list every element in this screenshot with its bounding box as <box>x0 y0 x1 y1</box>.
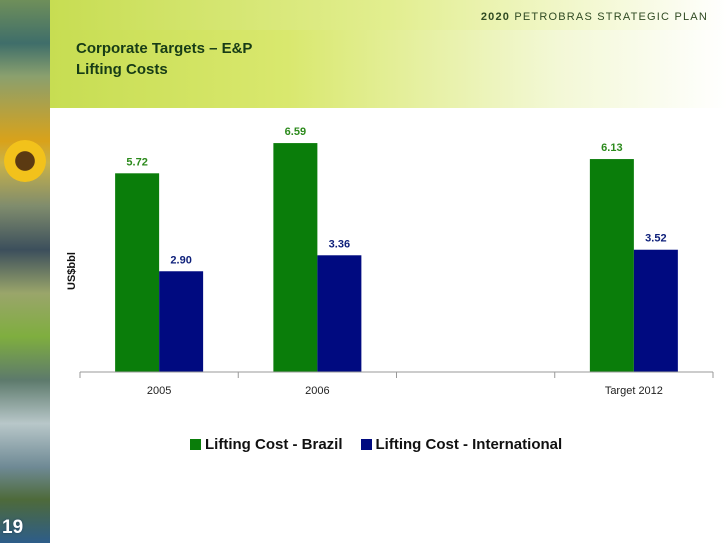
data-label-international: 2.90 <box>170 254 191 266</box>
legend-item-brazil: Lifting Cost - Brazil <box>190 436 343 453</box>
legend: Lifting Cost - Brazil Lifting Cost - Int… <box>190 436 562 453</box>
sunflower-image <box>4 140 46 182</box>
data-label-brazil: 6.13 <box>601 142 622 154</box>
x-tick-label: 2005 <box>147 385 171 397</box>
legend-swatch-international <box>360 439 372 450</box>
data-label-brazil: 5.72 <box>126 156 147 168</box>
slide-title-line1: Corporate Targets – E&P <box>76 40 253 57</box>
bar-brazil <box>273 143 318 372</box>
page-number: 19 <box>2 517 24 538</box>
bar-international <box>317 255 362 372</box>
side-photo-strip <box>0 0 50 543</box>
legend-swatch-brazil <box>190 439 201 450</box>
slide-title-line2: Lifting Costs <box>76 61 168 78</box>
data-label-international: 3.52 <box>645 233 666 245</box>
brand-year: 2020 <box>480 11 511 23</box>
bar-brazil <box>115 173 160 372</box>
brand-text: PETROBRAS STRATEGIC PLAN <box>514 11 708 23</box>
bar-chart: 5.72 2.90 6.59 3.36 6.13 3.52 2005 2006 Target … <box>79 126 714 397</box>
legend-label-brazil: Lifting Cost - Brazil <box>205 436 343 453</box>
data-label-brazil: 6.59 <box>285 126 306 138</box>
header-top-band <box>50 0 728 30</box>
brand-banner: 2020 PETROBRAS STRATEGIC PLAN <box>481 11 708 23</box>
slide-title: Corporate Targets – E&P Lifting Costs <box>76 38 252 80</box>
legend-label-international: Lifting Cost - International <box>375 436 563 453</box>
bar-brazil <box>589 159 634 372</box>
x-tick-label: Target 2012 <box>605 385 663 397</box>
data-label-international: 3.36 <box>329 238 350 250</box>
bar-international <box>159 271 204 372</box>
x-tick-label: 2006 <box>305 385 329 397</box>
legend-item-international: Lifting Cost - International <box>360 436 563 453</box>
bar-international <box>633 249 678 372</box>
